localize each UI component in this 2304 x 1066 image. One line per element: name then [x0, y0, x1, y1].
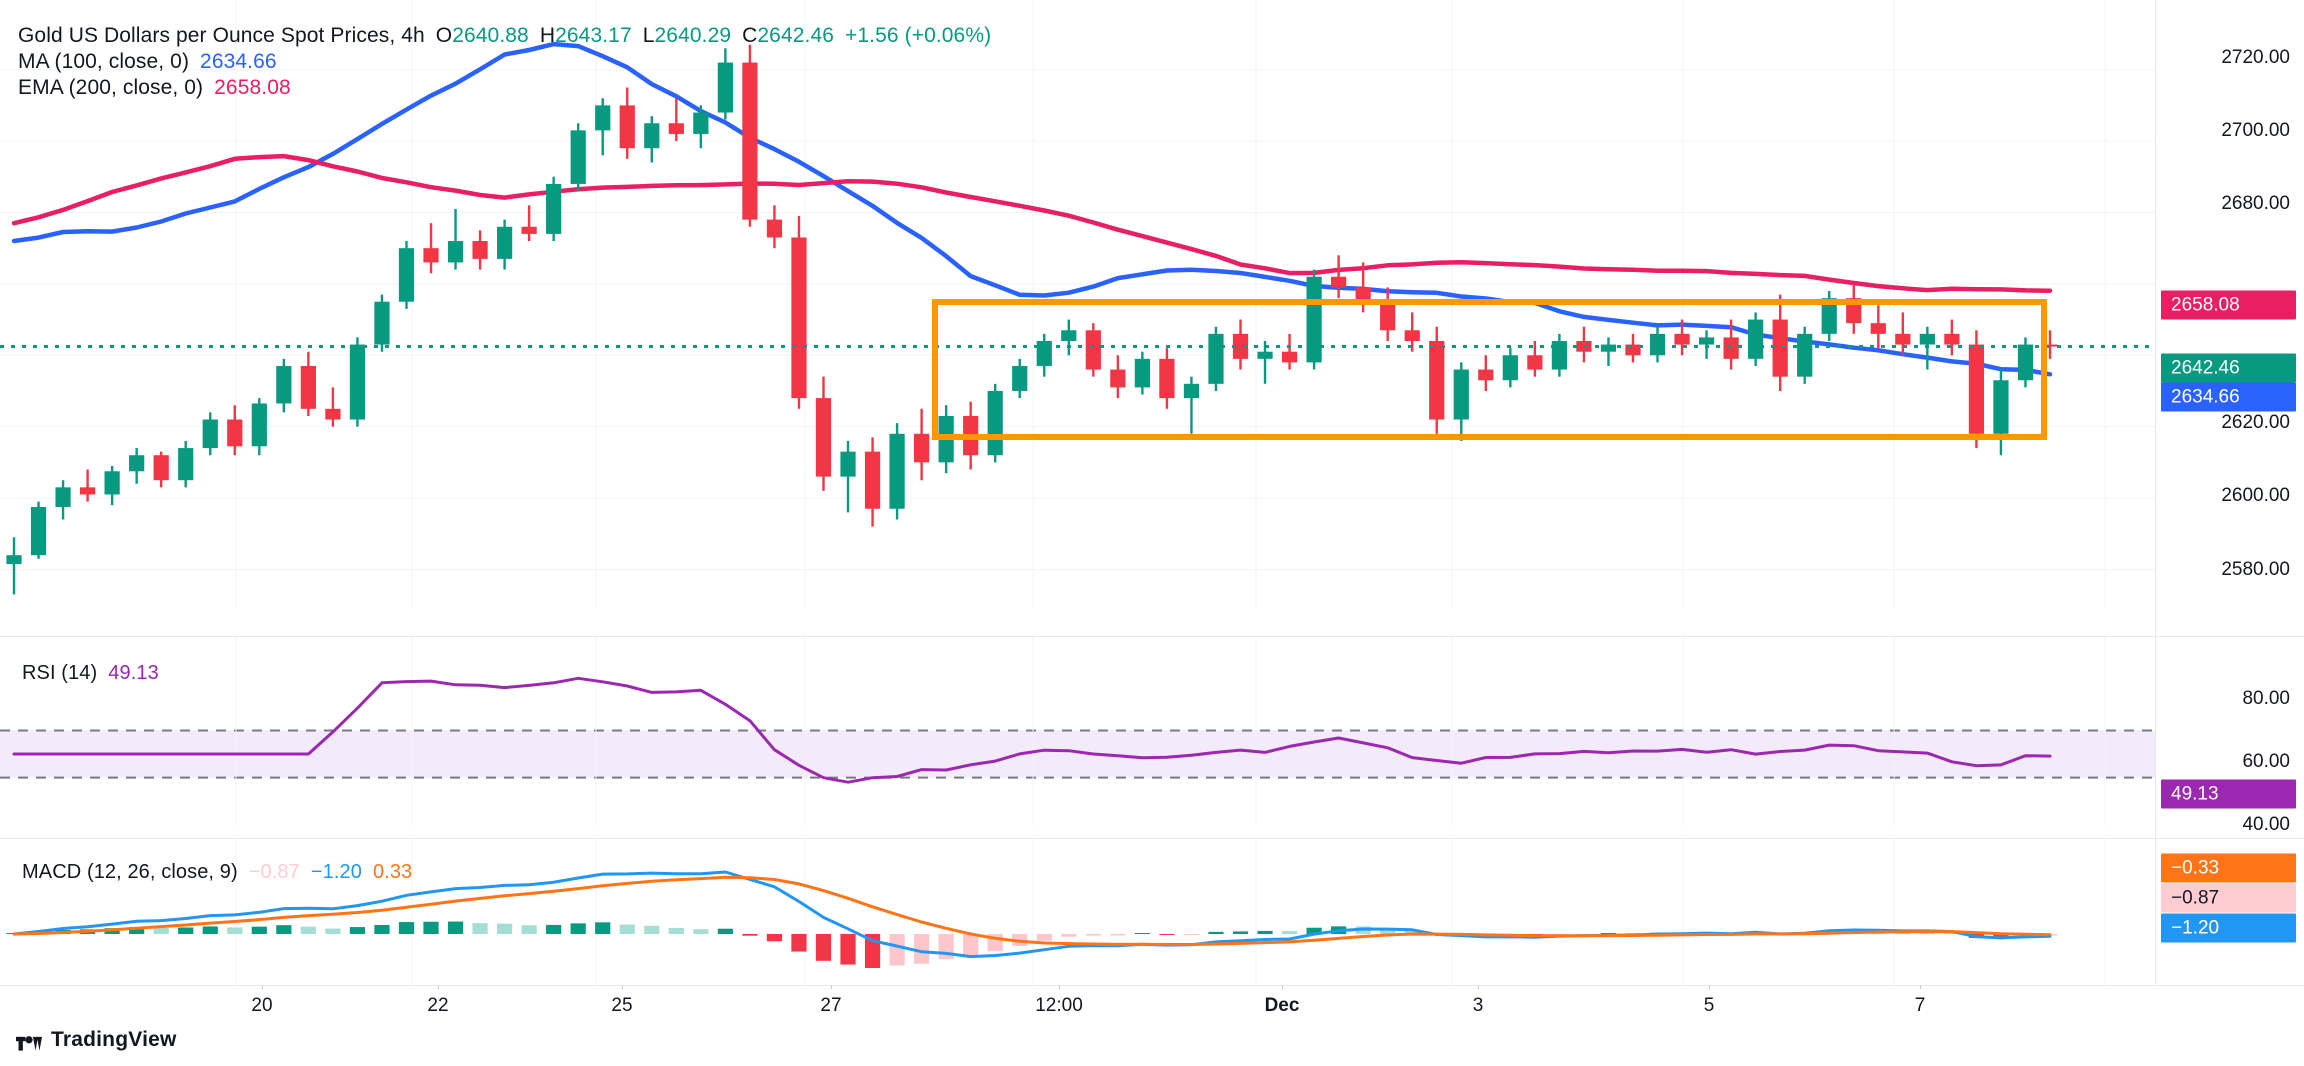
symbol-legend[interactable]: Gold US Dollars per Ounce Spot Prices, 4…	[18, 24, 991, 48]
rsi-axis-label: 80.00	[2242, 688, 2290, 709]
macd-legend-macd: −1.20	[310, 861, 362, 883]
ohlc-high: 2643.17	[555, 24, 632, 47]
macd-canvas[interactable]	[0, 839, 2155, 985]
price-axis-label: 2580.00	[2221, 559, 2290, 580]
ohlc-group: O2640.88 H2643.17 L2640.29 C2642.46	[435, 24, 835, 47]
ma-legend[interactable]: MA (100, close, 0) 2634.66	[18, 50, 277, 74]
price-change-percent: (+0.06%)	[904, 24, 992, 47]
ma-price-badge[interactable]: 2634.66	[2161, 382, 2296, 412]
ma-legend-value: 2634.66	[200, 50, 277, 73]
time-axis-label: 12:00	[1035, 995, 1083, 1016]
rsi-axis-label: 40.00	[2242, 814, 2290, 835]
ohlc-low: 2640.29	[654, 24, 732, 47]
time-axis-tick	[1478, 985, 1479, 989]
time-axis-label: 5	[1703, 995, 1715, 1016]
time-axis-tick	[438, 985, 439, 989]
time-axis-label: 7	[1914, 995, 1926, 1016]
time-axis-label: 25	[611, 995, 633, 1016]
panel-divider-macd	[0, 838, 2304, 839]
ema-legend[interactable]: EMA (200, close, 0) 2658.08	[18, 76, 291, 100]
axis-separator-line	[2155, 0, 2156, 985]
macd-legend-signal: 0.33	[372, 861, 413, 883]
tradingview-logo-icon	[16, 1035, 42, 1051]
macd-legend-label: MACD (12, 26, close, 9)	[22, 861, 238, 883]
tradingview-brand-name: TradingView	[51, 1028, 177, 1051]
time-axis-tick	[622, 985, 623, 989]
time-scale[interactable]: 20 22 25 27 12:00 Dec 3 5 7	[0, 985, 2304, 1031]
macd-legend[interactable]: MACD (12, 26, close, 9) −0.87 −1.20 0.33	[22, 861, 412, 884]
time-axis-tick	[1059, 985, 1060, 989]
rsi-legend-value: 49.13	[108, 662, 159, 684]
price-change: +1.56	[845, 24, 899, 47]
time-axis-tick	[262, 985, 263, 989]
time-axis-label: 27	[820, 995, 842, 1016]
symbol-title: Gold US Dollars per Ounce Spot Prices, 4…	[18, 24, 425, 47]
panel-divider-rsi	[0, 636, 2304, 637]
rsi-panel[interactable]	[0, 637, 2155, 825]
time-axis-label: 3	[1472, 995, 1484, 1016]
price-axis-label: 2620.00	[2221, 412, 2290, 433]
time-axis-tick	[1282, 985, 1283, 989]
macd-hist-badge[interactable]: −0.87	[2161, 883, 2296, 913]
time-axis-tick	[1709, 985, 1710, 989]
price-axis-label: 2700.00	[2221, 120, 2290, 141]
rsi-axis-label: 60.00	[2242, 751, 2290, 772]
macd-line-badge[interactable]: −1.20	[2161, 913, 2296, 943]
macd-panel[interactable]	[0, 839, 2155, 985]
macd-signal-badge[interactable]: −0.33	[2161, 853, 2296, 883]
rsi-value-badge[interactable]: 49.13	[2161, 779, 2296, 809]
time-axis-tick	[831, 985, 832, 989]
price-axis-label: 2680.00	[2221, 193, 2290, 214]
consolidation-range-box[interactable]	[932, 299, 2047, 440]
time-axis-label: 22	[427, 995, 449, 1016]
time-axis-label: Dec	[1264, 995, 1300, 1016]
rsi-legend[interactable]: RSI (14) 49.13	[22, 662, 159, 685]
ema-legend-value: 2658.08	[214, 76, 291, 99]
macd-legend-hist: −0.87	[248, 861, 300, 883]
ohlc-close: 2642.46	[757, 24, 835, 47]
rsi-canvas[interactable]	[0, 637, 2155, 825]
time-axis-tick	[1920, 985, 1921, 989]
price-axis-label: 2600.00	[2221, 485, 2290, 506]
tradingview-watermark: TradingView	[16, 1028, 177, 1052]
panel-divider-time	[0, 985, 2304, 986]
price-scale[interactable]: 2720.00 2700.00 2680.00 2620.00 2600.00 2580.…	[2155, 0, 2304, 1066]
ema-legend-label: EMA (200, close, 0)	[18, 76, 204, 99]
ma-legend-label: MA (100, close, 0)	[18, 50, 190, 73]
price-axis-label: 2720.00	[2221, 47, 2290, 68]
time-axis-label: 20	[251, 995, 273, 1016]
last-price-badge[interactable]: 2642.46	[2161, 353, 2296, 383]
rsi-legend-label: RSI (14)	[22, 662, 98, 684]
ohlc-open: 2640.88	[452, 24, 529, 47]
ema-price-badge[interactable]: 2658.08	[2161, 290, 2296, 320]
